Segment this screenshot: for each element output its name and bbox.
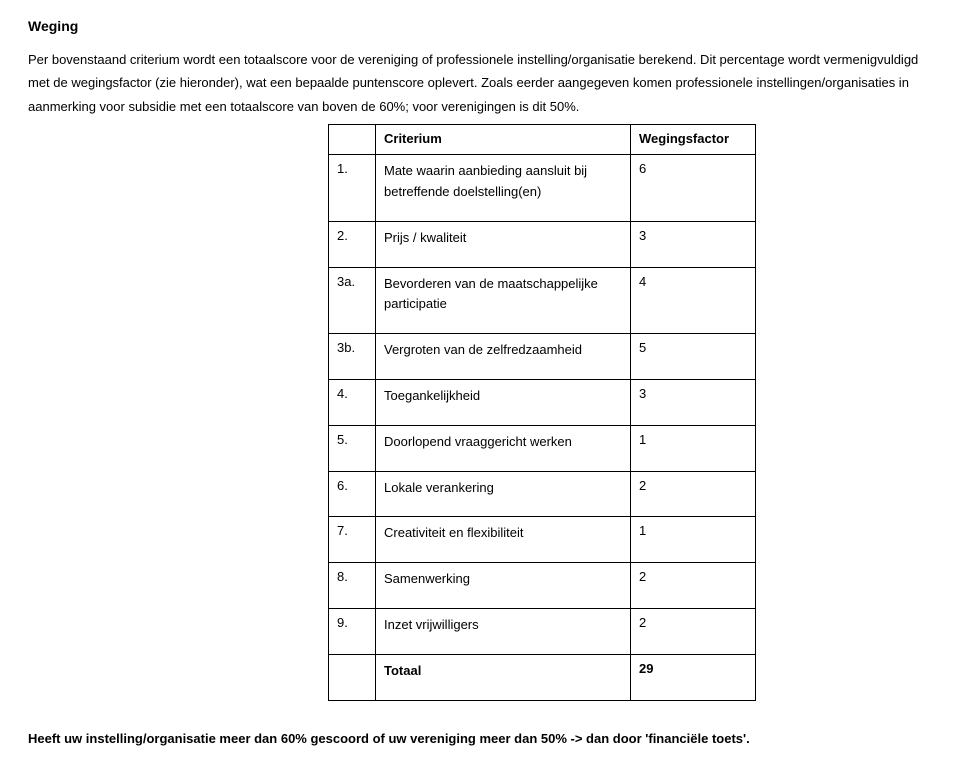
cell-factor: 2 xyxy=(631,471,756,517)
cell-factor: 2 xyxy=(631,608,756,654)
cell-criterium: Mate waarin aanbieding aansluit bij betr… xyxy=(376,155,631,222)
cell-num: 8. xyxy=(329,563,376,609)
cell-num: 5. xyxy=(329,425,376,471)
cell-criterium: Inzet vrijwilligers xyxy=(376,608,631,654)
weighting-table: Criterium Wegingsfactor 1. Mate waarin a… xyxy=(328,124,756,700)
table-row: 2. Prijs / kwaliteit 3 xyxy=(329,221,756,267)
cell-criterium: Prijs / kwaliteit xyxy=(376,221,631,267)
cell-criterium: Vergroten van de zelfredzaamheid xyxy=(376,334,631,380)
cell-num: 4. xyxy=(329,379,376,425)
cell-num xyxy=(329,654,376,700)
cell-factor: 3 xyxy=(631,379,756,425)
header-num xyxy=(329,125,376,155)
cell-factor: 2 xyxy=(631,563,756,609)
table-row: 3b. Vergroten van de zelfredzaamheid 5 xyxy=(329,334,756,380)
cell-factor: 6 xyxy=(631,155,756,222)
cell-num: 9. xyxy=(329,608,376,654)
table-header-row: Criterium Wegingsfactor xyxy=(329,125,756,155)
intro-paragraph: Per bovenstaand criterium wordt een tota… xyxy=(28,48,932,118)
header-factor: Wegingsfactor xyxy=(631,125,756,155)
table-total-row: Totaal 29 xyxy=(329,654,756,700)
cell-num: 3b. xyxy=(329,334,376,380)
cell-criterium: Bevorderen van de maatschappelijke parti… xyxy=(376,267,631,334)
cell-factor: 3 xyxy=(631,221,756,267)
cell-criterium: Toegankelijkheid xyxy=(376,379,631,425)
cell-factor: 5 xyxy=(631,334,756,380)
footer-note: Heeft uw instelling/organisatie meer dan… xyxy=(28,731,932,746)
cell-criterium: Lokale verankering xyxy=(376,471,631,517)
table-row: 4. Toegankelijkheid 3 xyxy=(329,379,756,425)
cell-factor: 1 xyxy=(631,425,756,471)
cell-num: 7. xyxy=(329,517,376,563)
cell-criterium: Creativiteit en flexibiliteit xyxy=(376,517,631,563)
cell-criterium: Samenwerking xyxy=(376,563,631,609)
cell-factor: 4 xyxy=(631,267,756,334)
cell-num: 6. xyxy=(329,471,376,517)
header-criterium: Criterium xyxy=(376,125,631,155)
table-row: 8. Samenwerking 2 xyxy=(329,563,756,609)
cell-total-value: 29 xyxy=(631,654,756,700)
page-title: Weging xyxy=(28,18,932,34)
table-row: 5. Doorlopend vraaggericht werken 1 xyxy=(329,425,756,471)
cell-factor: 1 xyxy=(631,517,756,563)
cell-num: 2. xyxy=(329,221,376,267)
cell-num: 3a. xyxy=(329,267,376,334)
table-row: 6. Lokale verankering 2 xyxy=(329,471,756,517)
table-row: 3a. Bevorderen van de maatschappelijke p… xyxy=(329,267,756,334)
cell-total-label: Totaal xyxy=(376,654,631,700)
cell-criterium: Doorlopend vraaggericht werken xyxy=(376,425,631,471)
table-row: 7. Creativiteit en flexibiliteit 1 xyxy=(329,517,756,563)
table-row: 9. Inzet vrijwilligers 2 xyxy=(329,608,756,654)
cell-num: 1. xyxy=(329,155,376,222)
table-row: 1. Mate waarin aanbieding aansluit bij b… xyxy=(329,155,756,222)
